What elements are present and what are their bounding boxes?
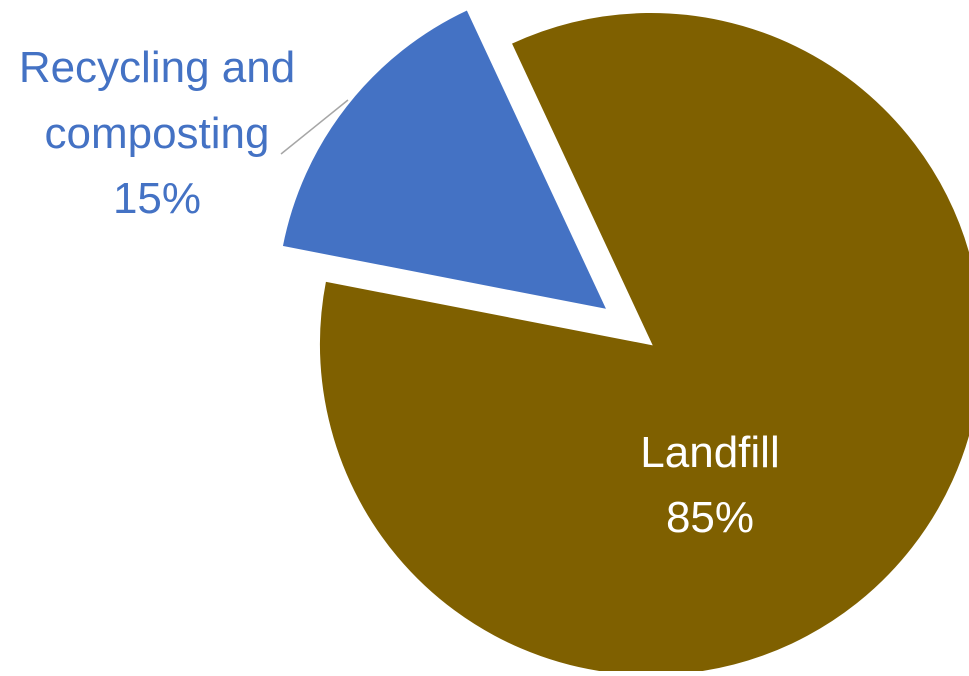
pie-slice-recycling-and-composting <box>280 7 610 312</box>
slice-label-recycling-line1: Recycling and <box>19 43 295 92</box>
pie-slices <box>280 7 969 676</box>
pie-slice-landfill <box>318 11 969 676</box>
slice-label-recycling-line2: composting <box>44 109 269 158</box>
slice-label-landfill: Landfill <box>640 428 779 477</box>
leader-line-recycling <box>280 99 349 155</box>
slice-percent-recycling: 15% <box>113 174 201 223</box>
slice-labels: Landfill 85% Recycling and composting 15… <box>19 43 780 542</box>
slice-percent-landfill: 85% <box>666 493 754 542</box>
